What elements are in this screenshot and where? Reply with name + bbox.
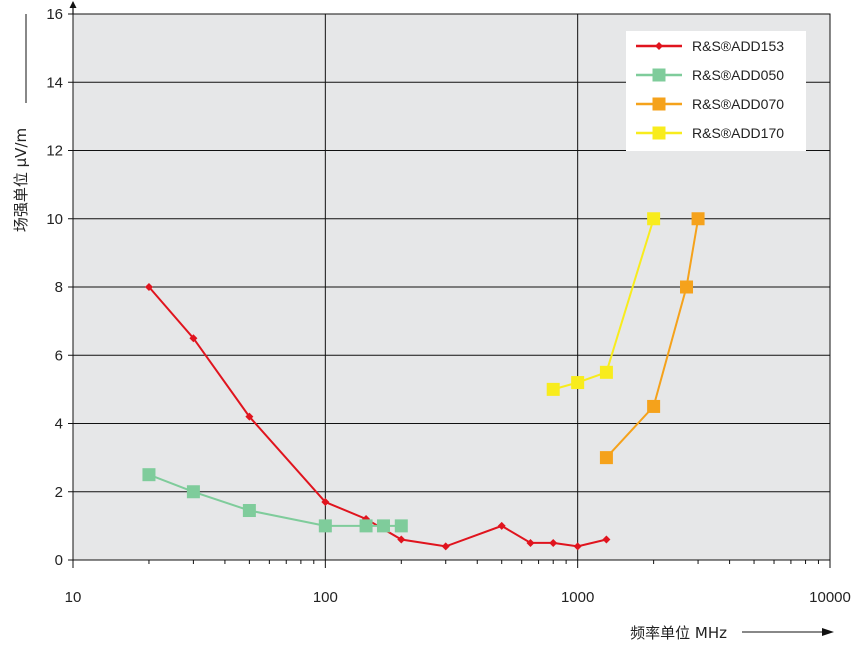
data-point bbox=[321, 497, 330, 506]
x-axis-title: 频率单位 MHz bbox=[630, 624, 727, 642]
series-line bbox=[605, 218, 700, 459]
data-point bbox=[599, 451, 613, 465]
x-tick-label: 10 bbox=[65, 589, 82, 606]
data-point bbox=[359, 519, 373, 533]
data-point bbox=[142, 468, 156, 482]
series-3 bbox=[546, 212, 661, 396]
y-tick-label: 6 bbox=[55, 347, 63, 364]
data-point bbox=[680, 280, 694, 294]
data-point bbox=[647, 212, 661, 226]
plot-frame bbox=[72, 13, 831, 561]
legend-label: R&S®ADD153 bbox=[692, 38, 784, 54]
series-line bbox=[148, 286, 607, 548]
data-point bbox=[441, 542, 450, 551]
data-point bbox=[546, 382, 560, 396]
legend: R&S®ADD153 R&S®ADD050 R&S®ADD070 R&S®ADD170 bbox=[626, 31, 806, 151]
data-point bbox=[144, 283, 153, 291]
x-tick-label: 1000 bbox=[561, 589, 594, 606]
data-point bbox=[549, 538, 558, 547]
axes: 0 2 4 6 8 10 12 14 16 10 100 1000 10000 bbox=[25, 1, 851, 636]
data-point bbox=[318, 519, 332, 533]
y-tick-label: 14 bbox=[46, 74, 63, 91]
y-tick-label: 0 bbox=[55, 552, 63, 569]
y-tick-label: 8 bbox=[55, 279, 63, 296]
y-axis-arrowhead bbox=[69, 1, 77, 8]
legend-swatch-marker bbox=[655, 42, 663, 50]
data-point bbox=[186, 485, 200, 499]
legend-swatch-marker bbox=[652, 68, 666, 82]
y-tick-label: 16 bbox=[46, 6, 63, 23]
data-point bbox=[189, 334, 198, 343]
data-point bbox=[397, 535, 406, 544]
data-point bbox=[394, 519, 408, 533]
data-point bbox=[602, 535, 611, 544]
y-tick-label: 12 bbox=[46, 143, 63, 160]
series-2 bbox=[599, 212, 705, 465]
data-point bbox=[599, 365, 613, 379]
data-point bbox=[245, 412, 254, 421]
series-1 bbox=[142, 468, 408, 533]
y-tick-label: 10 bbox=[46, 211, 63, 228]
x-title-arrowhead bbox=[822, 628, 834, 636]
legend-label: R&S®ADD070 bbox=[692, 96, 784, 112]
x-tick-label: 100 bbox=[313, 589, 338, 606]
y-axis-title: 场强单位 µV/m bbox=[12, 128, 30, 232]
series-layer bbox=[142, 212, 705, 551]
data-point bbox=[526, 538, 535, 547]
data-point bbox=[571, 376, 585, 390]
data-point bbox=[573, 542, 582, 551]
x-tick-label: 10000 bbox=[809, 589, 851, 606]
data-point bbox=[497, 521, 506, 530]
y-tick-label: 4 bbox=[55, 416, 63, 433]
series-line bbox=[552, 218, 655, 391]
data-point bbox=[376, 519, 390, 533]
data-point bbox=[647, 399, 661, 413]
data-point bbox=[242, 504, 256, 518]
data-point bbox=[691, 212, 705, 226]
y-tick-label: 2 bbox=[55, 484, 63, 501]
legend-label: R&S®ADD050 bbox=[692, 67, 784, 83]
legend-label: R&S®ADD170 bbox=[692, 125, 784, 141]
legend-swatch-marker bbox=[652, 126, 666, 140]
legend-swatch-marker bbox=[652, 97, 666, 111]
